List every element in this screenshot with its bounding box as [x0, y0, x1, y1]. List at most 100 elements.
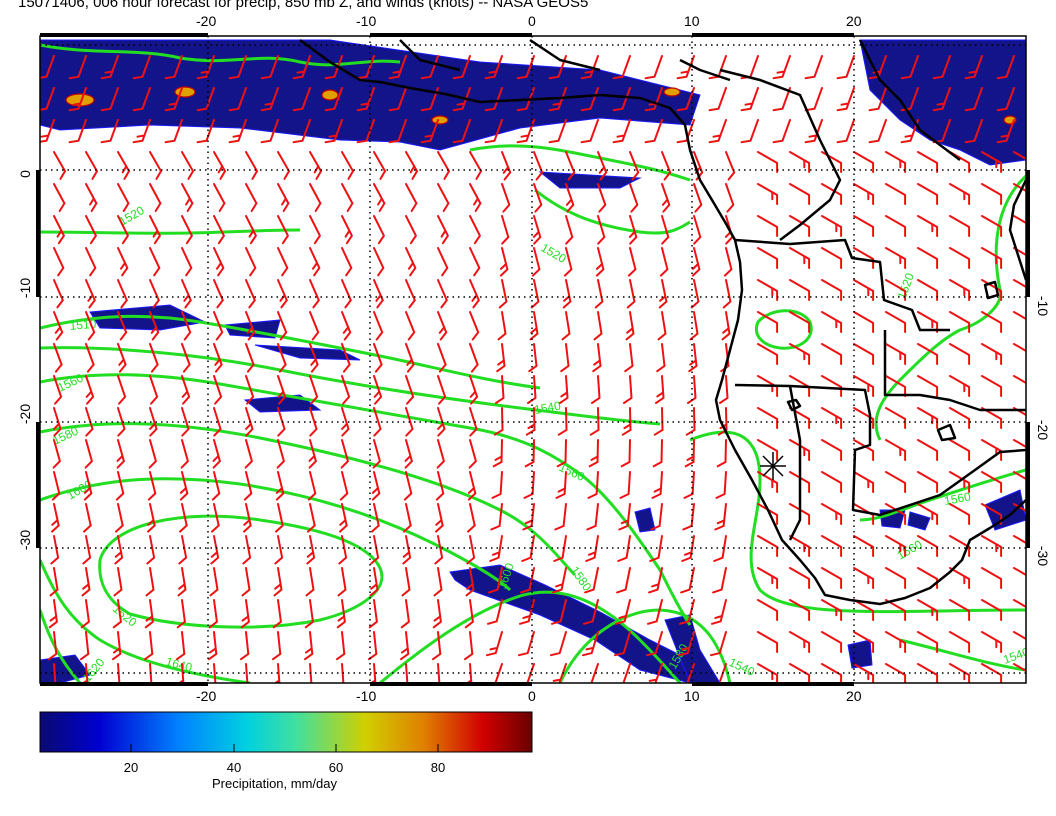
wind-barb	[149, 663, 153, 683]
wind-barb	[405, 247, 417, 277]
wind-barb	[1013, 279, 1026, 289]
wind-barb	[619, 471, 631, 499]
wind-barb	[405, 343, 415, 373]
wind-barb	[821, 439, 843, 461]
wind-barb	[469, 311, 480, 341]
wind-barb	[179, 503, 188, 533]
wind-barb	[656, 343, 666, 373]
wind-barb	[614, 631, 631, 657]
wind-barb	[591, 375, 601, 404]
wind-barb	[83, 471, 93, 501]
lon-tick-bottom: 20	[846, 688, 862, 704]
wind-barb	[437, 247, 449, 277]
wind-barb	[708, 119, 727, 144]
wind-barb	[612, 87, 631, 112]
wind-barb	[565, 215, 574, 245]
wind-barb	[49, 567, 59, 597]
wind-barb	[885, 311, 907, 333]
wind-barb	[48, 599, 58, 629]
wind-barb	[241, 567, 251, 597]
wind-barb	[821, 663, 843, 683]
wind-barb	[484, 87, 503, 112]
wind-barb	[490, 503, 503, 531]
wind-barb	[309, 279, 320, 309]
wind-barb	[554, 503, 567, 531]
wind-barb	[555, 471, 567, 499]
wind-barb	[580, 55, 599, 80]
wind-barb	[467, 471, 477, 501]
wind-barb	[181, 151, 195, 180]
wind-barb	[789, 279, 811, 301]
wind-barb	[245, 151, 259, 180]
wind-barb	[68, 55, 87, 80]
wind-barb	[868, 87, 887, 112]
wind-barb	[612, 119, 631, 144]
wind-barb	[324, 87, 343, 112]
wind-barb	[53, 311, 64, 341]
wind-barb	[552, 567, 567, 594]
wind-barb	[433, 567, 443, 597]
lon-tick-top: 10	[684, 13, 700, 29]
wind-barb	[853, 215, 875, 237]
wind-barb	[655, 375, 665, 404]
wind-barb	[565, 183, 575, 213]
wind-barb	[309, 311, 320, 341]
wind-barb	[917, 439, 939, 461]
wind-barb	[853, 183, 875, 205]
wind-barb	[245, 183, 258, 212]
wind-barb	[341, 407, 350, 437]
wind-barb	[373, 311, 384, 341]
wind-barb	[309, 663, 313, 683]
wind-barb	[676, 55, 695, 80]
wind-barb	[1013, 663, 1026, 673]
wind-barb	[306, 535, 316, 565]
wind-barb	[757, 311, 779, 333]
wind-barb-layer	[40, 55, 1026, 683]
wind-barb	[821, 631, 843, 653]
wind-barb	[789, 311, 811, 333]
wind-barb	[885, 599, 907, 621]
wind-barb	[949, 631, 971, 653]
wind-barb	[469, 183, 482, 212]
contour-label: 1540	[533, 398, 562, 416]
wind-barb	[176, 599, 186, 629]
wind-barb	[132, 87, 151, 112]
wind-barb	[885, 439, 907, 461]
wind-barb	[179, 471, 189, 501]
precip-area-cape-b	[907, 511, 931, 531]
wind-barb	[648, 663, 663, 683]
wind-barb	[277, 151, 291, 180]
wind-barb	[213, 215, 226, 245]
wind-barb	[917, 503, 939, 525]
lat-tick-right: -30	[1035, 546, 1051, 566]
colorbar-tick-label: 40	[226, 760, 242, 775]
wind-barb	[213, 247, 225, 277]
wind-barb	[469, 343, 479, 373]
coastline-africa-west	[299, 38, 1026, 606]
wind-barb	[245, 215, 258, 245]
wind-barb	[588, 439, 599, 468]
wind-barb	[149, 311, 160, 341]
wind-barb	[80, 599, 90, 629]
wind-barb	[336, 599, 346, 629]
wind-barb	[181, 279, 192, 309]
wind-barb	[53, 151, 67, 180]
wind-barb	[981, 535, 1003, 557]
wind-barb	[853, 407, 875, 429]
wind-barb	[181, 407, 190, 437]
wind-barb	[853, 535, 875, 557]
wind-barb	[723, 247, 733, 277]
wind-barb	[148, 439, 158, 469]
wind-barb	[691, 247, 701, 277]
wind-barb	[526, 663, 535, 683]
wind-barb	[117, 407, 126, 437]
wind-barb	[949, 183, 971, 205]
wind-barb	[932, 55, 951, 80]
colorbar-tick-label: 60	[328, 760, 344, 775]
wind-barb	[437, 311, 448, 341]
wind-barb	[658, 279, 668, 309]
wind-barb	[337, 567, 347, 597]
wind-barb	[719, 375, 729, 404]
wind-barb	[228, 119, 247, 144]
